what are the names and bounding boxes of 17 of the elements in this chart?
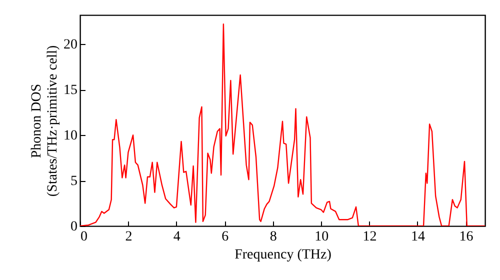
x-tick-label: 12 <box>362 230 377 244</box>
x-tick-label: 2 <box>125 230 132 244</box>
x-tick-label: 16 <box>459 230 474 244</box>
y-tick-label: 15 <box>64 83 78 98</box>
y-tick-label: 5 <box>70 174 78 190</box>
line-series <box>80 23 485 226</box>
x-tick-label: 14 <box>411 230 425 244</box>
x-tick-label: 10 <box>314 230 329 244</box>
y-tick-label: 20 <box>64 38 78 53</box>
y-tick-label: 0 <box>70 220 78 234</box>
x-axis-title: Frequency (THz) <box>234 248 332 262</box>
y-axis-title: Phonon DOS (States/THz·primitive cell) <box>30 45 60 197</box>
x-tick-label: 4 <box>173 230 180 244</box>
x-tick-label: 6 <box>222 230 229 244</box>
x-tick-label: 0 <box>80 230 88 244</box>
y-tick-label: 10 <box>64 128 78 144</box>
x-tick-label: 8 <box>270 230 277 244</box>
